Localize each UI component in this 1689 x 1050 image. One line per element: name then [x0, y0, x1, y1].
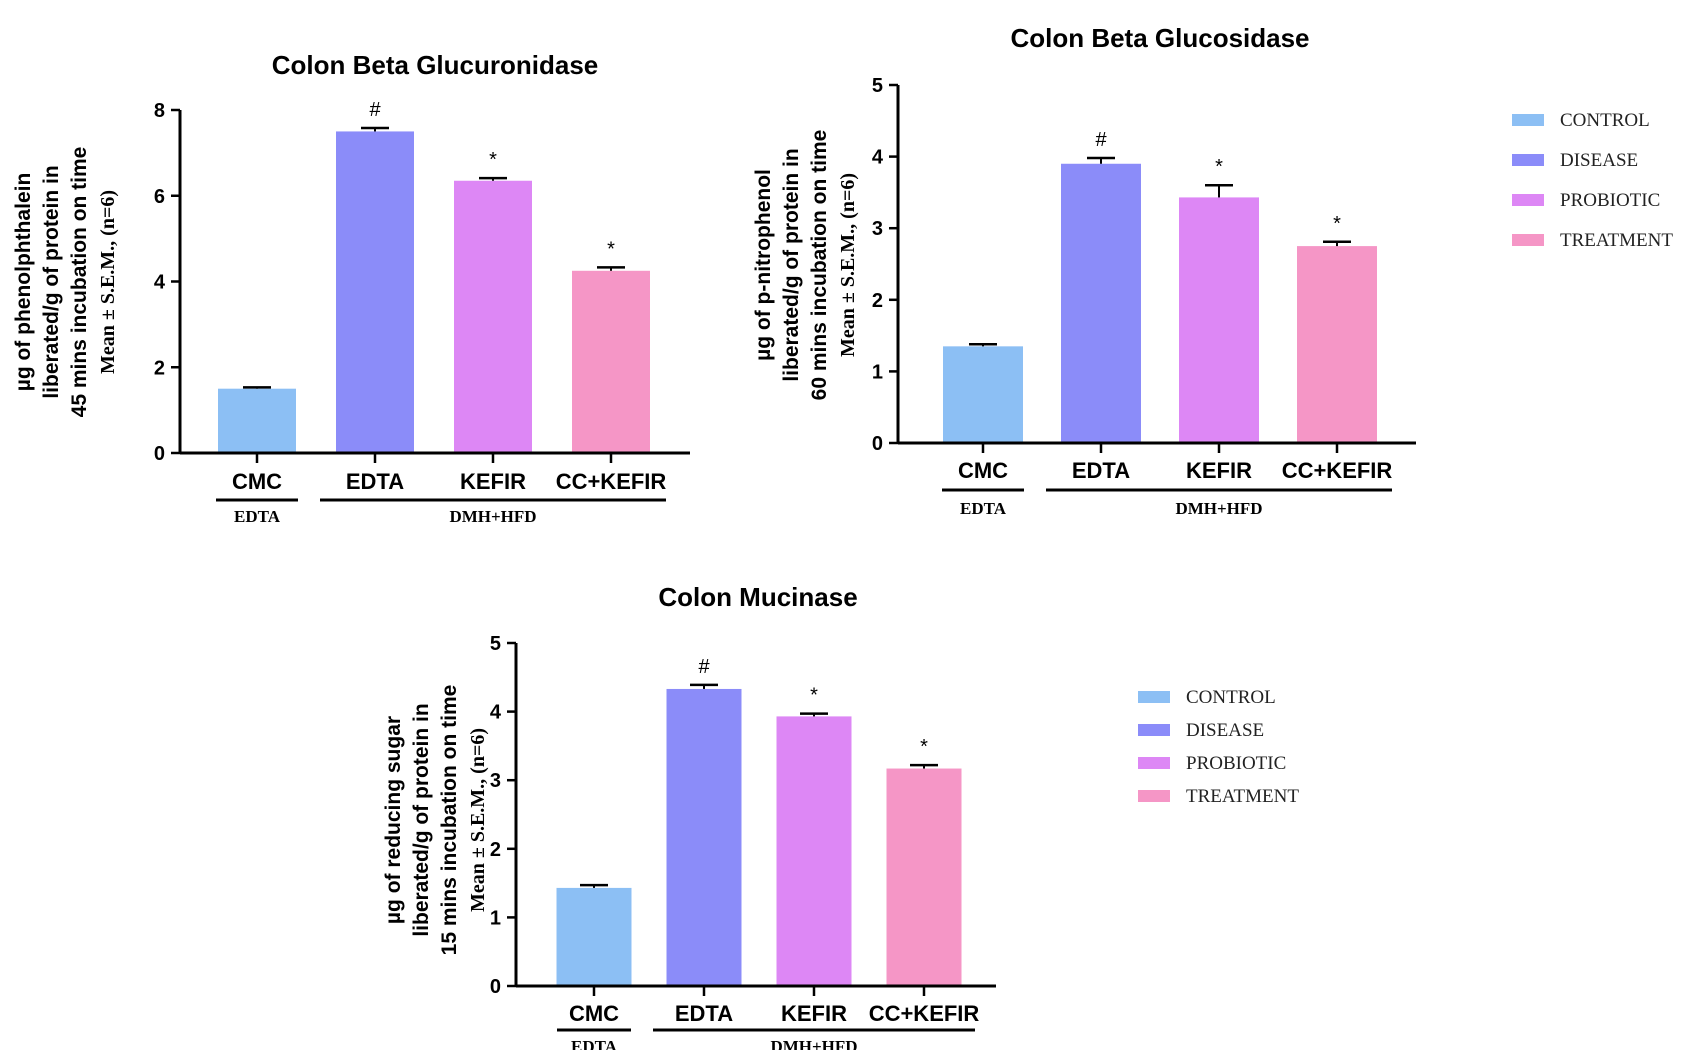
significance-mark: *: [1333, 213, 1341, 235]
y-tick-label: 3: [490, 770, 501, 792]
y-tick-label: 8: [154, 100, 165, 122]
y-axis-label: 45 mins incubation on time: [68, 147, 91, 418]
y-tick-label: 0: [154, 443, 165, 465]
y-axis-label: liberated/g of protein in: [410, 703, 433, 936]
y-tick-label: 1: [490, 907, 501, 929]
legend-swatch: [1512, 114, 1544, 126]
y-axis-label: µg of phenolphthalein: [12, 173, 35, 392]
y-axis-label: µg of reducing sugar: [382, 716, 405, 924]
bar: [218, 388, 296, 453]
bar: [1061, 163, 1141, 443]
group-label: DMH+HFD: [1175, 499, 1262, 518]
group-label: DMH+HFD: [449, 507, 536, 526]
category-label: CC+KEFIR: [869, 1001, 980, 1026]
significance-mark: #: [369, 99, 381, 121]
legend-label: DISEASE: [1186, 720, 1264, 741]
legend-label: TREATMENT: [1560, 230, 1673, 251]
y-axis-stat-label: Mean ± S.E.M., (n=6): [97, 190, 119, 374]
y-axis-label: 60 mins incubation on time: [808, 130, 831, 401]
y-axis-label: 15 mins incubation on time: [438, 685, 461, 956]
bar: [556, 887, 632, 986]
y-tick-label: 0: [490, 976, 501, 998]
y-axis-label: liberated/g of protein in: [780, 148, 803, 381]
category-label: CMC: [569, 1001, 619, 1026]
bar: [666, 688, 742, 986]
y-tick-label: 3: [872, 218, 883, 240]
y-tick-label: 2: [154, 357, 165, 379]
bar: [886, 768, 962, 986]
bar: [1297, 246, 1377, 443]
y-tick-label: 5: [872, 75, 883, 97]
legend-label: DISEASE: [1560, 150, 1638, 171]
bar: [572, 270, 650, 453]
y-axis-label: liberated/g of protein in: [40, 165, 63, 398]
group-label: EDTA: [960, 499, 1007, 518]
chart-3: Colon Mucinase CMC # EDTA * KEFIR * CC+KEFIR 0 1 2…: [382, 582, 996, 1050]
legend-label: TREATMENT: [1186, 786, 1299, 807]
y-axis-label: µg of p-nitrophenol: [752, 169, 775, 361]
significance-mark: *: [920, 736, 928, 758]
group-label: EDTA: [234, 507, 281, 526]
legend-swatch: [1512, 194, 1544, 206]
category-label: EDTA: [346, 469, 404, 494]
y-tick-label: 2: [872, 290, 883, 312]
chart-title: Colon Beta Glucosidase: [1010, 23, 1309, 53]
y-tick-label: 4: [154, 272, 166, 294]
y-tick-label: 2: [490, 839, 501, 861]
legend-1: CONTROL DISEASE PROBIOTIC TREATMENT: [1512, 110, 1673, 251]
y-tick-label: 6: [154, 186, 165, 208]
bar: [454, 180, 532, 453]
significance-mark: #: [1095, 129, 1107, 151]
chart-title: Colon Beta Glucuronidase: [272, 50, 599, 80]
bar: [943, 346, 1023, 443]
y-axis-stat-label: Mean ± S.E.M., (n=6): [467, 728, 489, 912]
legend-swatch: [1512, 154, 1544, 166]
y-tick-label: 4: [490, 702, 502, 724]
legend-swatch: [1138, 691, 1170, 703]
category-label: EDTA: [1072, 458, 1130, 483]
y-tick-label: 1: [872, 361, 883, 383]
category-label: CC+KEFIR: [1282, 458, 1393, 483]
legend-swatch: [1138, 724, 1170, 736]
category-label: CMC: [232, 469, 282, 494]
category-label: CMC: [958, 458, 1008, 483]
legend-label: CONTROL: [1560, 110, 1650, 131]
significance-mark: #: [698, 656, 710, 678]
bar: [776, 716, 852, 986]
category-label: KEFIR: [1186, 458, 1252, 483]
y-tick-label: 5: [490, 633, 501, 655]
group-label: EDTA: [571, 1037, 618, 1050]
legend-swatch: [1138, 757, 1170, 769]
significance-mark: *: [607, 238, 615, 260]
y-tick-label: 4: [872, 147, 884, 169]
legend-2: CONTROL DISEASE PROBIOTIC TREATMENT: [1138, 687, 1299, 807]
chart-title: Colon Mucinase: [658, 582, 857, 612]
chart-1: Colon Beta Glucuronidase CMC # EDTA * KEFIR * C…: [12, 50, 690, 526]
significance-mark: *: [810, 685, 818, 707]
category-label: KEFIR: [460, 469, 526, 494]
group-label: DMH+HFD: [770, 1037, 857, 1050]
category-label: KEFIR: [781, 1001, 847, 1026]
category-label: EDTA: [675, 1001, 733, 1026]
significance-mark: *: [489, 149, 497, 171]
bar: [336, 131, 414, 453]
legend-label: PROBIOTIC: [1560, 190, 1660, 211]
bar: [1179, 197, 1259, 443]
y-axis-stat-label: Mean ± S.E.M., (n=6): [837, 173, 859, 357]
legend-swatch: [1512, 234, 1544, 246]
category-label: CC+KEFIR: [556, 469, 667, 494]
legend-label: PROBIOTIC: [1186, 753, 1286, 774]
legend-label: CONTROL: [1186, 687, 1276, 708]
significance-mark: *: [1215, 156, 1223, 178]
y-tick-label: 0: [872, 433, 883, 455]
chart-2: Colon Beta Glucosidase CMC # EDTA * KEFIR * CC+…: [752, 23, 1416, 518]
legend-swatch: [1138, 790, 1170, 802]
